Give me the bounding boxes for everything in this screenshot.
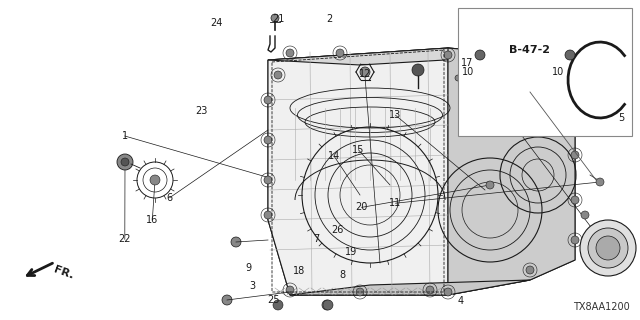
Circle shape (356, 288, 364, 296)
Circle shape (486, 181, 494, 189)
Text: 1: 1 (122, 131, 128, 141)
Text: 16: 16 (146, 215, 159, 225)
Circle shape (565, 50, 575, 60)
Circle shape (286, 49, 294, 57)
Text: TX8AA1200: TX8AA1200 (573, 302, 630, 312)
Circle shape (571, 111, 579, 119)
Circle shape (596, 178, 604, 186)
Text: 18: 18 (293, 266, 306, 276)
Bar (458, 8, 632, 136)
Circle shape (117, 154, 133, 170)
Circle shape (455, 75, 461, 81)
Text: 17: 17 (461, 58, 474, 68)
Text: 10: 10 (462, 67, 474, 77)
Circle shape (571, 196, 579, 204)
Circle shape (588, 228, 628, 268)
Circle shape (150, 175, 160, 185)
Text: 3: 3 (250, 281, 256, 292)
Circle shape (273, 300, 283, 310)
Circle shape (264, 211, 272, 219)
Polygon shape (268, 48, 448, 295)
Text: 2: 2 (326, 13, 333, 24)
Circle shape (264, 176, 272, 184)
Circle shape (463, 55, 473, 65)
Circle shape (286, 286, 294, 294)
Circle shape (571, 151, 579, 159)
Text: 11: 11 (389, 198, 402, 208)
Polygon shape (268, 48, 575, 295)
Text: FR.: FR. (52, 265, 75, 281)
Circle shape (322, 300, 332, 310)
Circle shape (222, 295, 232, 305)
Circle shape (471, 68, 479, 76)
Text: 26: 26 (332, 225, 344, 235)
Circle shape (475, 50, 485, 60)
Text: 7: 7 (314, 234, 320, 244)
Text: 20: 20 (355, 202, 368, 212)
Text: 10: 10 (552, 67, 564, 77)
Circle shape (444, 51, 452, 59)
Text: 14: 14 (328, 151, 340, 161)
Circle shape (121, 158, 129, 166)
Text: 8: 8 (339, 269, 346, 280)
Circle shape (571, 236, 579, 244)
Circle shape (580, 220, 636, 276)
Circle shape (412, 64, 424, 76)
Circle shape (581, 211, 589, 219)
Circle shape (264, 136, 272, 144)
Circle shape (274, 71, 282, 79)
Circle shape (444, 288, 452, 296)
Circle shape (596, 236, 620, 260)
Circle shape (336, 49, 344, 57)
Text: 9: 9 (245, 263, 252, 273)
Circle shape (231, 237, 241, 247)
Text: 22: 22 (118, 234, 131, 244)
Circle shape (426, 286, 434, 294)
Polygon shape (448, 48, 575, 295)
Text: B-47-2: B-47-2 (509, 45, 550, 55)
Circle shape (360, 67, 370, 77)
Circle shape (264, 96, 272, 104)
Text: 5: 5 (618, 113, 624, 123)
Text: 4: 4 (458, 296, 464, 306)
Circle shape (271, 14, 279, 22)
Text: 24: 24 (210, 18, 223, 28)
Text: 23: 23 (195, 106, 208, 116)
Text: 13: 13 (389, 110, 402, 120)
Polygon shape (268, 48, 530, 65)
Text: 15: 15 (352, 145, 365, 155)
Circle shape (526, 266, 534, 274)
Polygon shape (290, 280, 530, 295)
Text: 19: 19 (344, 247, 357, 257)
Circle shape (323, 300, 333, 310)
Text: 25: 25 (268, 295, 280, 305)
Text: 21: 21 (272, 13, 285, 24)
Text: 6: 6 (166, 193, 173, 203)
Text: 12: 12 (358, 69, 371, 79)
